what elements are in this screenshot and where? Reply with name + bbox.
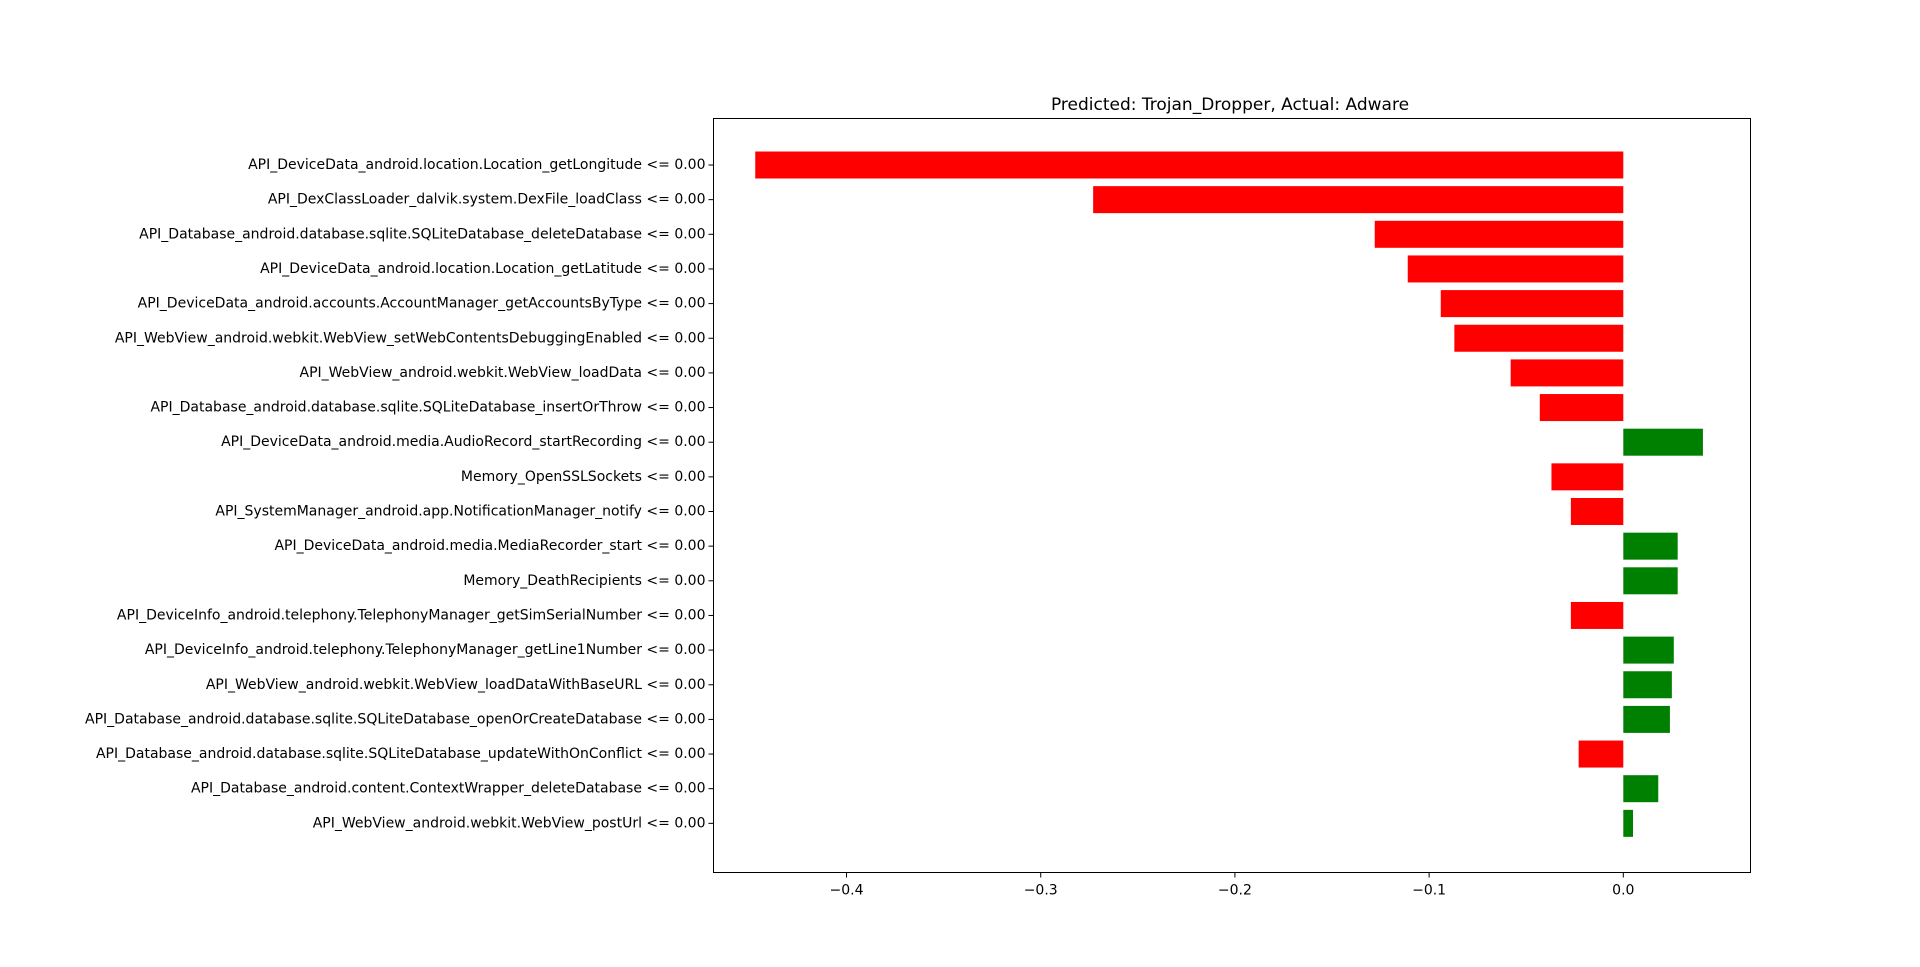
plot-frame: [713, 118, 1751, 873]
category-label-17: API_Database_android.database.sqlite.SQL…: [96, 746, 706, 762]
category-label-4: API_DeviceData_android.accounts.AccountM…: [138, 296, 706, 312]
bar-9: [1551, 463, 1624, 491]
bar-2: [1374, 220, 1624, 248]
x-tick-label-0: −0.4: [830, 883, 864, 899]
category-label-12: Memory_DeathRecipients <= 0.00: [463, 573, 705, 589]
bar-11: [1623, 532, 1678, 560]
category-label-13: API_DeviceInfo_android.telephony.Telepho…: [117, 607, 706, 623]
category-label-15: API_WebView_android.webkit.WebView_loadD…: [206, 677, 706, 693]
x-tick-label-1: −0.3: [1024, 883, 1058, 899]
category-label-0: API_DeviceData_android.location.Location…: [248, 157, 705, 173]
bar-13: [1570, 601, 1624, 629]
chart-title: Predicted: Trojan_Dropper, Actual: Adwar…: [1051, 95, 1409, 115]
x-tick-label-4: 0.0: [1612, 883, 1634, 899]
bar-15: [1623, 671, 1672, 699]
bar-18: [1623, 775, 1659, 803]
category-label-18: API_Database_android.content.ContextWrap…: [191, 781, 706, 797]
category-label-3: API_DeviceData_android.location.Location…: [260, 261, 705, 277]
category-label-9: Memory_OpenSSLSockets <= 0.00: [461, 469, 706, 485]
category-label-5: API_WebView_android.webkit.WebView_setWe…: [115, 330, 706, 346]
bar-10: [1570, 498, 1624, 525]
category-label-19: API_WebView_android.webkit.WebView_postU…: [313, 815, 706, 831]
category-label-10: API_SystemManager_android.app.Notificati…: [215, 504, 705, 520]
x-tick-label-3: −0.1: [1412, 883, 1446, 899]
bar-14: [1623, 636, 1674, 664]
bar-4: [1440, 290, 1624, 318]
category-label-8: API_DeviceData_android.media.AudioRecord…: [221, 434, 705, 450]
bar-1: [1093, 186, 1624, 214]
bar-16: [1623, 705, 1670, 733]
category-label-6: API_WebView_android.webkit.WebView_loadD…: [300, 365, 706, 381]
category-label-1: API_DexClassLoader_dalvik.system.DexFile…: [268, 192, 706, 208]
bar-8: [1623, 428, 1703, 456]
bar-12: [1623, 567, 1678, 595]
bar-17: [1578, 740, 1624, 768]
bar-6: [1510, 359, 1624, 387]
category-label-14: API_DeviceInfo_android.telephony.Telepho…: [145, 642, 706, 658]
category-label-11: API_DeviceData_android.media.MediaRecord…: [274, 538, 705, 554]
x-axis: −0.4 −0.3 −0.2 −0.1 0.0: [830, 872, 1634, 899]
bar-3: [1407, 255, 1624, 283]
category-labels-group: API_DeviceData_android.location.Location…: [85, 157, 714, 831]
category-label-2: API_Database_android.database.sqlite.SQL…: [139, 226, 705, 242]
bar-0: [755, 151, 1624, 179]
bar-19: [1623, 809, 1634, 837]
category-label-7: API_Database_android.database.sqlite.SQL…: [150, 400, 705, 416]
category-label-16: API_Database_android.database.sqlite.SQL…: [85, 711, 705, 727]
bar-7: [1539, 394, 1624, 422]
x-tick-label-2: −0.2: [1218, 883, 1252, 899]
bar-5: [1454, 324, 1624, 352]
bars-group: [755, 151, 1703, 837]
